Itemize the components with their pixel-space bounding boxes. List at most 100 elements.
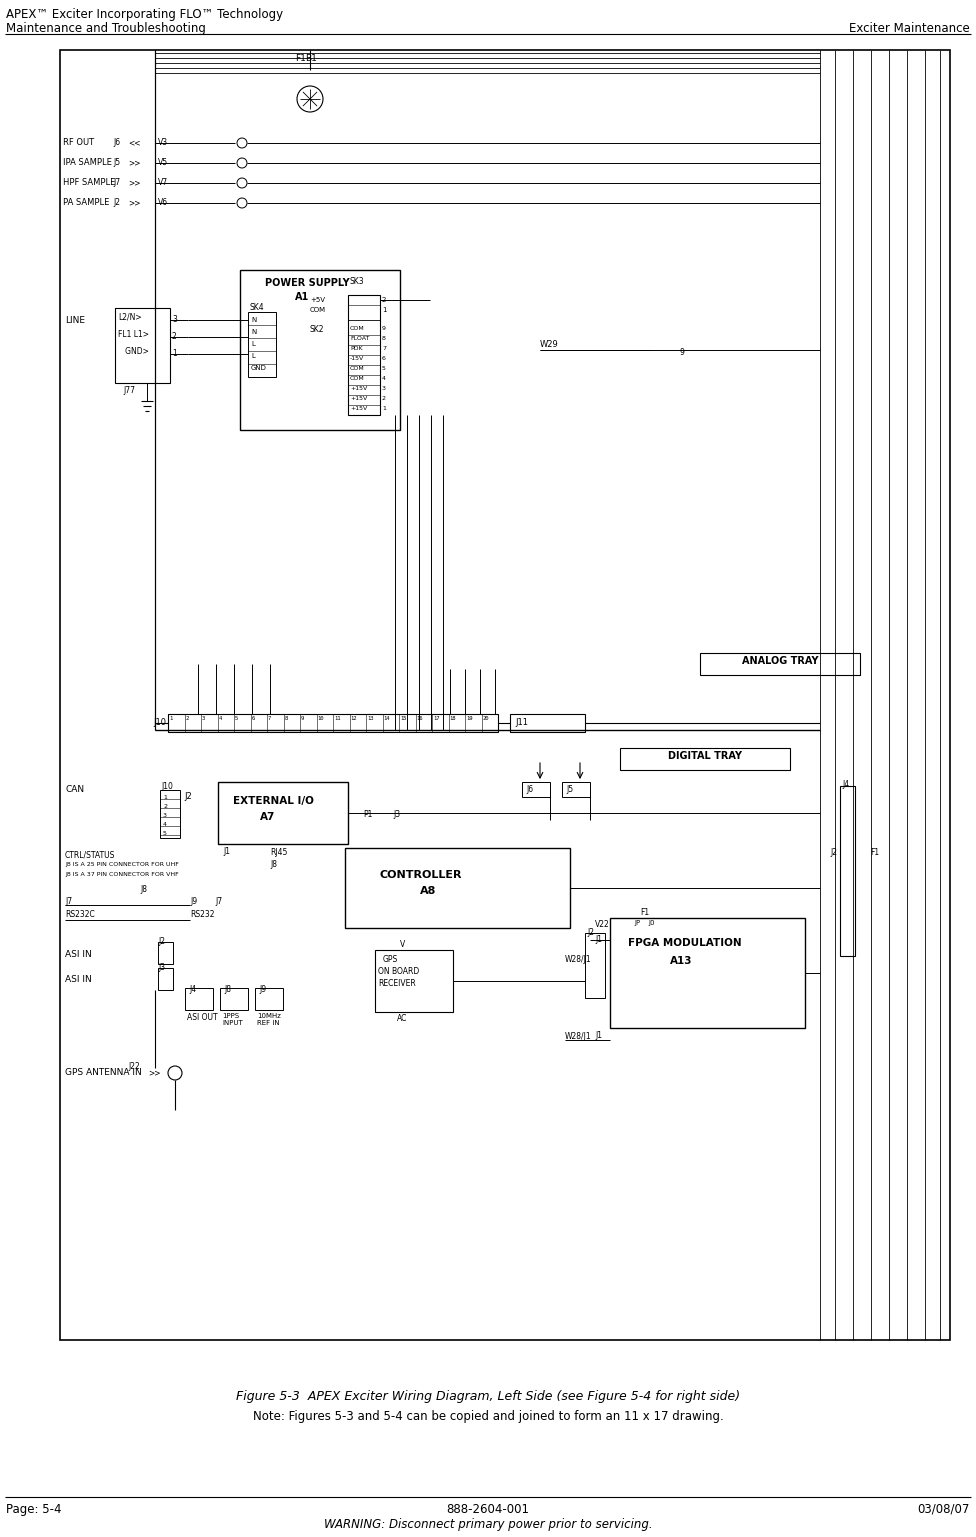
Bar (562, 782, 590, 798)
Text: >>: >> (128, 158, 141, 168)
Text: L: L (251, 354, 255, 360)
Text: 2: 2 (172, 332, 177, 341)
Text: 20: 20 (482, 716, 489, 721)
Text: 1: 1 (163, 795, 167, 799)
Text: J3: J3 (393, 810, 400, 819)
Text: B1: B1 (305, 54, 317, 63)
Text: 4: 4 (219, 716, 222, 721)
Text: CTRL/STATUS: CTRL/STATUS (65, 850, 115, 859)
Text: 8: 8 (382, 337, 386, 341)
Text: 14: 14 (384, 716, 390, 721)
Text: 1: 1 (169, 716, 172, 721)
Text: GND: GND (251, 364, 266, 370)
Text: J8: J8 (224, 985, 231, 994)
Bar (348, 295, 380, 415)
Text: 5: 5 (235, 716, 238, 721)
Text: J6: J6 (113, 138, 120, 148)
Text: CONTROLLER: CONTROLLER (380, 870, 463, 881)
Text: <<: << (128, 138, 141, 148)
Text: N: N (251, 329, 257, 335)
Text: 9: 9 (382, 326, 386, 330)
Text: J2: J2 (158, 938, 165, 945)
Text: ASI IN: ASI IN (65, 950, 92, 959)
Text: 1: 1 (172, 349, 177, 358)
Text: J10: J10 (161, 782, 173, 792)
Bar (115, 307, 170, 383)
Text: 13: 13 (367, 716, 374, 721)
Text: Exciter Maintenance: Exciter Maintenance (849, 22, 970, 35)
Text: 3: 3 (382, 386, 386, 390)
Text: J3: J3 (158, 964, 165, 971)
Bar (610, 918, 805, 1028)
Text: J8: J8 (270, 861, 277, 868)
Text: GPS ANTENNA IN: GPS ANTENNA IN (65, 1068, 142, 1077)
Bar (375, 950, 453, 1011)
Text: +15V: +15V (350, 397, 367, 401)
Bar (185, 988, 213, 1010)
Bar (240, 271, 400, 430)
Text: J9: J9 (259, 985, 266, 994)
Text: 3: 3 (202, 716, 205, 721)
Text: 15: 15 (400, 716, 406, 721)
Text: P1: P1 (363, 810, 373, 819)
Text: L2/N>: L2/N> (118, 314, 142, 321)
Text: W29: W29 (540, 340, 558, 349)
Text: -15V: -15V (350, 357, 364, 361)
Text: L: L (251, 341, 255, 347)
Text: V3: V3 (158, 138, 168, 148)
Text: APEX™ Exciter Incorporating FLO™ Technology: APEX™ Exciter Incorporating FLO™ Technol… (6, 8, 283, 22)
Text: 8: 8 (284, 716, 288, 721)
Text: IPA SAMPLE: IPA SAMPLE (63, 158, 112, 168)
Text: 1: 1 (382, 406, 386, 410)
Text: J77: J77 (123, 386, 135, 395)
Text: V5: V5 (158, 158, 168, 168)
Text: FL1 L1>: FL1 L1> (118, 330, 149, 340)
Text: J0: J0 (648, 921, 655, 925)
Text: W28/J1: W28/J1 (565, 954, 591, 964)
Text: 10MHz
REF IN: 10MHz REF IN (257, 1013, 281, 1027)
Text: V6: V6 (158, 198, 168, 207)
Text: W28/J1: W28/J1 (565, 1031, 591, 1041)
Text: F1: F1 (640, 908, 649, 918)
Text: J6: J6 (526, 785, 533, 795)
Text: 6: 6 (382, 357, 386, 361)
Text: 2: 2 (382, 397, 386, 401)
Bar (220, 988, 248, 1010)
Bar (345, 848, 570, 928)
Text: J4: J4 (189, 985, 196, 994)
Text: PDK: PDK (350, 346, 363, 350)
Text: RS232: RS232 (190, 910, 215, 919)
Bar (60, 51, 950, 1340)
Text: 19: 19 (466, 716, 472, 721)
Text: Page: 5-4: Page: 5-4 (6, 1503, 61, 1515)
Bar (248, 312, 276, 377)
Text: LINE: LINE (65, 317, 85, 324)
Text: 9: 9 (301, 716, 305, 721)
Text: J1: J1 (595, 934, 602, 944)
Text: J11: J11 (515, 718, 528, 727)
Text: EXTERNAL I/O: EXTERNAL I/O (233, 796, 314, 805)
Text: J8 IS A 25 PIN CONNECTOR FOR UHF: J8 IS A 25 PIN CONNECTOR FOR UHF (65, 862, 179, 867)
Bar (160, 790, 180, 838)
Text: V22: V22 (595, 921, 610, 928)
Text: SK3: SK3 (350, 277, 365, 286)
Text: FLOAT: FLOAT (350, 337, 369, 341)
Text: N: N (251, 317, 257, 323)
Text: HPF SAMPLE: HPF SAMPLE (63, 178, 115, 188)
Bar (620, 749, 790, 770)
Text: CAN: CAN (65, 785, 84, 795)
Text: RJ45: RJ45 (270, 848, 287, 858)
Text: 3: 3 (172, 315, 177, 324)
Text: 9: 9 (680, 347, 685, 357)
Text: AC: AC (397, 1014, 407, 1024)
Text: J2: J2 (113, 198, 120, 207)
Text: +15V: +15V (350, 386, 367, 390)
Text: COM: COM (350, 326, 365, 330)
Text: A1: A1 (295, 292, 309, 301)
Text: J2: J2 (184, 792, 191, 801)
Text: SK2: SK2 (310, 324, 324, 334)
Text: J4: J4 (842, 779, 849, 788)
Text: RS232C: RS232C (65, 910, 95, 919)
Text: J8: J8 (140, 885, 147, 895)
Text: 2: 2 (163, 804, 167, 808)
